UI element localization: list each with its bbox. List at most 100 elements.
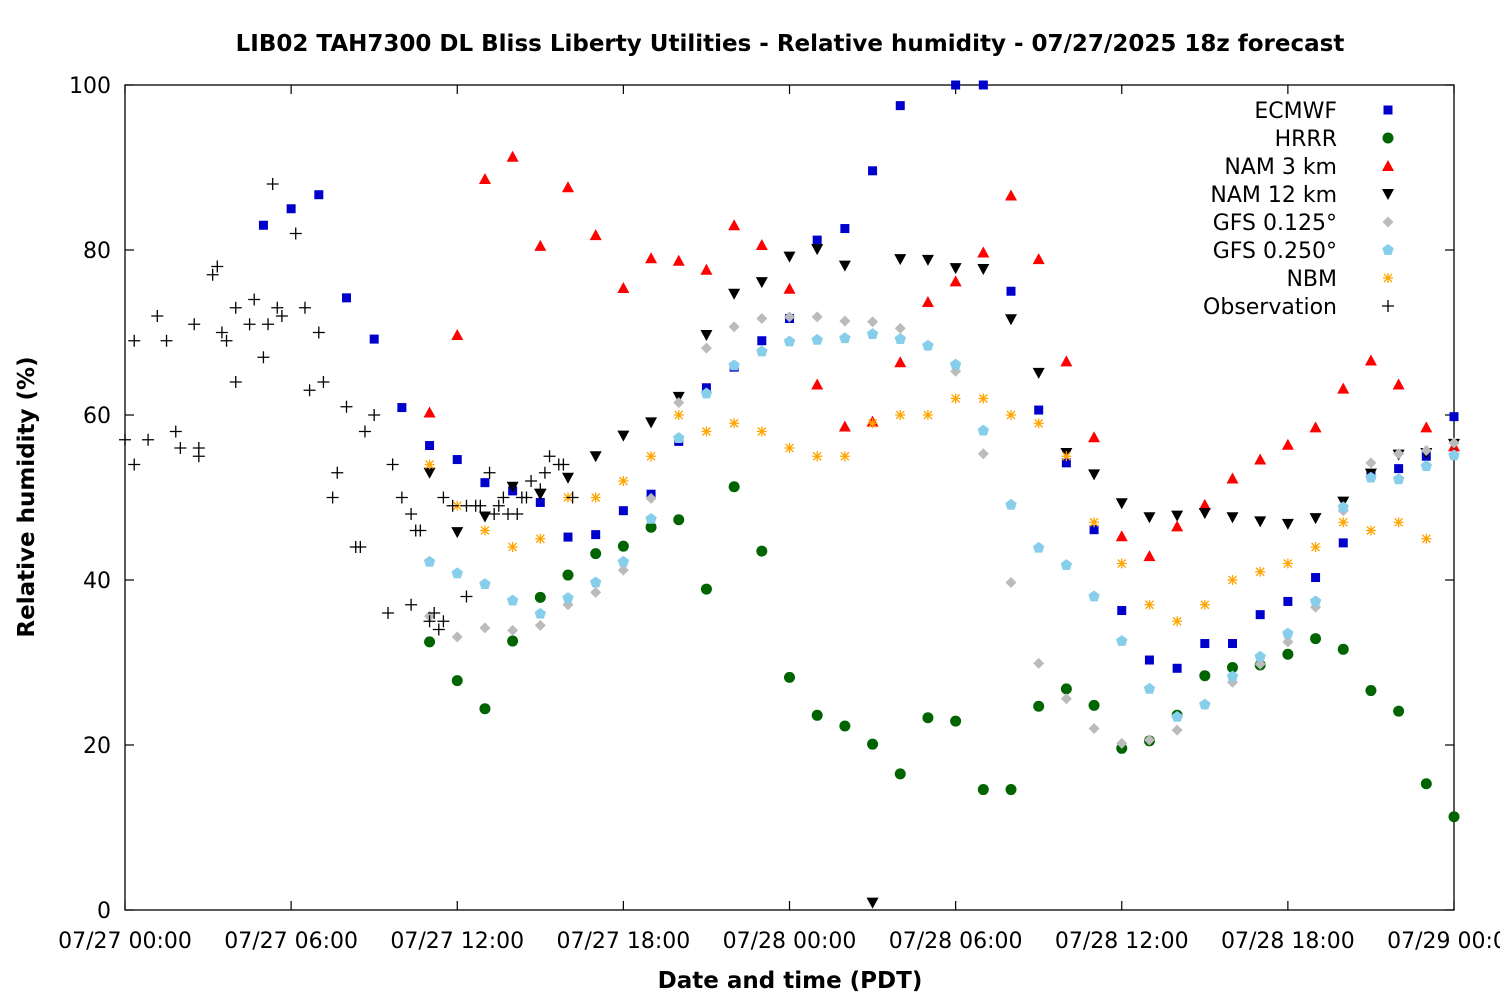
hrrr-point	[1393, 705, 1405, 717]
ecmwf-point	[1117, 606, 1127, 616]
nbm-point	[756, 426, 767, 437]
gfs-0-125-point	[784, 311, 795, 323]
gfs-0-250-point	[1254, 650, 1266, 662]
nam-3-km-point	[783, 282, 796, 294]
observation-point	[368, 409, 381, 421]
nbm-point	[950, 393, 961, 404]
nam-12-km-point	[1254, 516, 1267, 528]
ecmwf-point	[618, 506, 628, 516]
hrrr-point	[1227, 661, 1238, 673]
nam-12-km-point	[1281, 518, 1294, 530]
gfs-0-250-point	[756, 345, 768, 357]
nam-3-km-point	[1171, 520, 1184, 532]
hrrr-point	[839, 720, 851, 732]
ecmwf-point	[369, 334, 379, 344]
ecmwf-point	[1172, 663, 1182, 673]
x-tick-label: 07/28 00:00	[723, 929, 857, 954]
hrrr-point	[922, 712, 934, 724]
gfs-0-250-point	[949, 358, 962, 370]
gfs-0-125-point	[1033, 657, 1045, 669]
observation-point	[437, 491, 450, 504]
nam-12-km-point	[838, 260, 851, 272]
nam-12-km-point	[1143, 512, 1156, 524]
nam-3-km-point	[1420, 421, 1433, 433]
gfs-0-250-point	[1309, 595, 1322, 607]
observation-point	[405, 598, 418, 611]
gfs-0-125-point	[1393, 448, 1405, 460]
observation-point	[229, 301, 242, 314]
nam-12-km-point	[755, 277, 768, 289]
legend-label: HRRR	[1275, 127, 1337, 152]
nbm-point	[424, 459, 435, 470]
nam-3-km-point	[977, 246, 990, 258]
gfs-0-250-point	[1365, 471, 1377, 483]
y-axis-title: Relative humidity (%)	[14, 356, 40, 637]
nbm-point	[1255, 566, 1266, 577]
gfs-0-250-point	[451, 567, 463, 579]
ecmwf-point	[480, 478, 490, 488]
nam-12-km-point	[478, 511, 491, 523]
nam-12-km-point	[1115, 498, 1128, 510]
observation-point	[340, 400, 353, 413]
ecmwf-point	[1034, 405, 1044, 415]
nam-12-km-point	[1198, 508, 1211, 520]
nbm-point	[1199, 599, 1210, 610]
nam-12-km-point	[1005, 314, 1017, 326]
gfs-0-250-point	[1060, 559, 1073, 570]
observation-point	[474, 499, 487, 512]
nam-3-km-point	[811, 378, 824, 390]
x-tick-label: 07/28 18:00	[1221, 929, 1355, 954]
ecmwf-point	[1089, 525, 1099, 535]
observation-point	[432, 623, 445, 636]
nam-12-km-point	[949, 263, 962, 275]
legend-marker	[1382, 189, 1394, 200]
nbm-point	[479, 525, 490, 536]
nam-12-km-point	[921, 254, 934, 266]
ecmwf-point	[1006, 286, 1016, 296]
gfs-0-250-point	[1337, 501, 1349, 513]
observation-point	[119, 433, 131, 446]
hrrr-point	[1199, 670, 1211, 682]
gfs-0-250-point	[423, 555, 436, 567]
nam-3-km-point	[506, 150, 519, 162]
legend-marker	[1382, 244, 1394, 255]
legend-label: Observation	[1203, 295, 1337, 320]
nam-3-km-point	[1032, 253, 1045, 265]
hrrr-point	[451, 675, 463, 687]
observation-point	[257, 351, 270, 364]
observation-point	[317, 376, 330, 388]
gfs-0-125-point	[811, 311, 823, 323]
gfs-0-125-point	[700, 342, 712, 354]
nbm-point	[1393, 517, 1404, 528]
hrrr-point	[479, 703, 491, 715]
x-tick-label: 07/29 00:00	[1387, 929, 1500, 954]
gfs-0-250-point	[673, 432, 685, 443]
observation-point	[215, 326, 228, 339]
nam-3-km-point	[645, 252, 658, 264]
data-points	[119, 80, 1460, 909]
gfs-0-250-point	[700, 387, 713, 399]
nbm-point	[1089, 517, 1100, 528]
ecmwf-point	[397, 403, 407, 413]
nam-12-km-point	[1171, 510, 1184, 522]
gfs-0-250-point	[1005, 498, 1017, 510]
gfs-0-125-point	[1171, 724, 1183, 736]
ecmwf-point	[1144, 655, 1154, 665]
gfs-0-250-point	[783, 335, 796, 347]
ecmwf-point	[1228, 639, 1237, 649]
nam-3-km-point	[1060, 355, 1073, 367]
hrrr-point	[562, 569, 574, 581]
legend-label: ECMWF	[1254, 99, 1337, 124]
nam-3-km-point	[562, 181, 574, 193]
observation-point	[534, 483, 547, 496]
ecmwf-point	[1200, 639, 1210, 649]
hrrr-point	[756, 545, 768, 557]
gfs-0-250-point	[866, 328, 879, 339]
observation-point	[511, 508, 524, 520]
legend-marker	[1383, 273, 1393, 283]
hrrr-point	[867, 738, 879, 750]
hrrr-point	[811, 709, 823, 721]
nam-12-km-point	[894, 254, 907, 266]
gfs-0-125-point	[451, 631, 463, 643]
nbm-point	[1421, 533, 1432, 544]
